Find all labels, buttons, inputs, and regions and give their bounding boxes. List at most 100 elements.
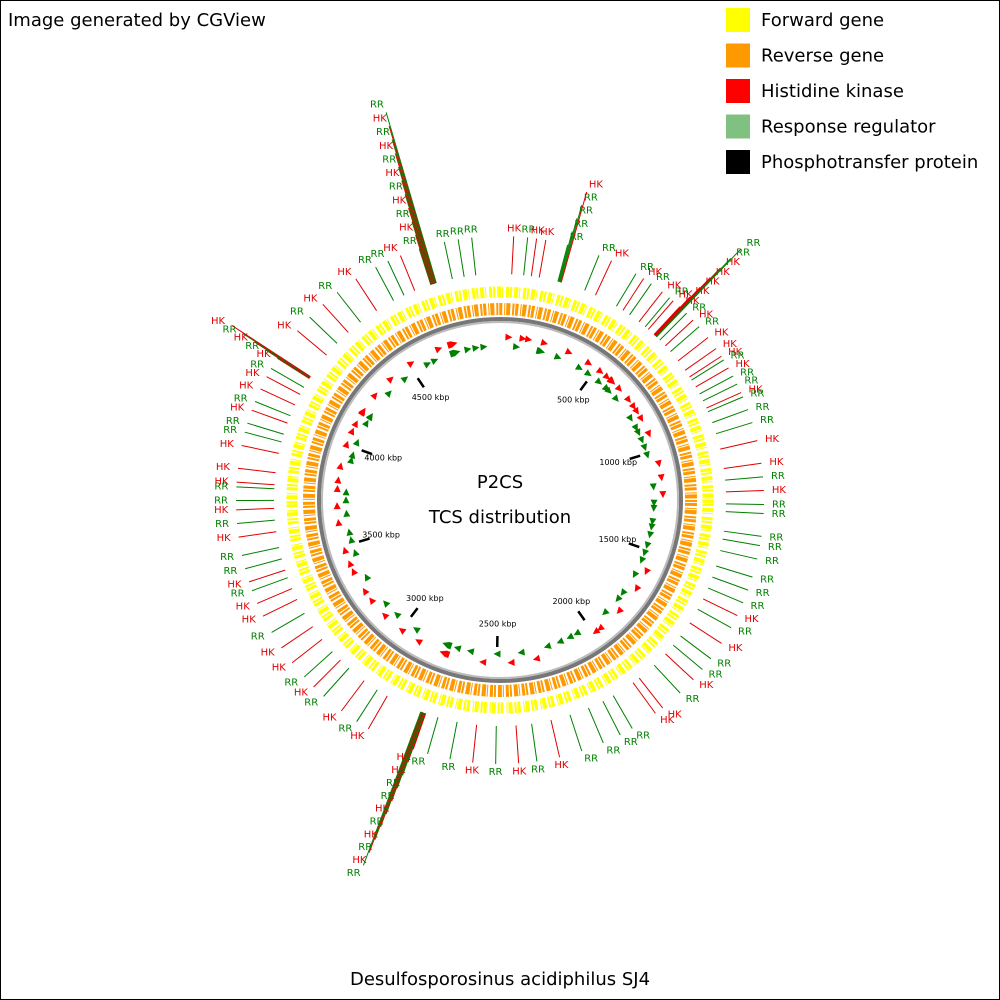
feature-label: RR [744, 376, 758, 387]
feature-marker [415, 639, 424, 646]
feature-label: RR [464, 225, 478, 236]
feature-label: RR [411, 757, 425, 768]
feature-label: HK [373, 113, 388, 124]
feature-line [256, 588, 293, 604]
feature-label: HK [277, 321, 292, 332]
feature-label: HK [242, 615, 257, 626]
feature-line [511, 236, 515, 275]
feature-line [408, 207, 433, 285]
feature-line [231, 324, 311, 378]
feature-line [340, 680, 365, 712]
feature-label: RR [245, 341, 259, 352]
feature-line [387, 260, 405, 296]
feature-line [238, 531, 277, 538]
feature-label: HK [215, 477, 230, 488]
feature-marker [564, 347, 573, 355]
feature-line [653, 664, 681, 694]
feature-line [412, 713, 427, 750]
feature-marker [615, 594, 623, 602]
feature-label: RR [747, 238, 761, 249]
feature-label: HK [736, 359, 751, 370]
feature-label: RR [226, 416, 240, 427]
feature-label: HK [615, 248, 630, 259]
feature-line [241, 445, 279, 454]
feature-marker [642, 450, 650, 459]
generator-note: Image generated by CGView [8, 10, 266, 31]
tick-mark [409, 607, 419, 618]
feature-marker [480, 343, 488, 351]
feature-label: HK [375, 804, 390, 815]
feature-label: HK [695, 286, 710, 297]
feature-label: HK [322, 712, 337, 723]
feature-line [560, 191, 588, 283]
feature-marker [650, 504, 658, 512]
feature-line [712, 409, 749, 424]
tick-mark [577, 610, 586, 621]
feature-label: HK [364, 829, 379, 840]
feature-line [247, 422, 284, 435]
feature-marker [439, 650, 448, 658]
feature-marker [358, 407, 366, 416]
feature-label: RR [234, 393, 248, 404]
feature-label: HK [303, 293, 318, 304]
feature-marker [623, 395, 631, 403]
feature-marker [336, 462, 344, 471]
feature-label: RR [403, 236, 417, 247]
feature-label: HK [234, 333, 249, 344]
feature-label: RR [251, 631, 265, 642]
feature-line [391, 139, 436, 284]
feature-line [707, 396, 744, 413]
feature-line [398, 166, 435, 284]
feature-label: RR [436, 229, 450, 240]
backbone-circle [317, 317, 683, 683]
feature-line [391, 712, 425, 802]
feature-line [680, 635, 712, 660]
tick-label: 2500 kbp [479, 619, 517, 628]
feature-line [323, 667, 350, 697]
tick-mark [628, 542, 640, 549]
feature-line [356, 689, 378, 722]
feature-line [236, 481, 275, 486]
feature-marker [479, 658, 487, 666]
feature-marker [537, 347, 546, 355]
feature-label: RR [772, 509, 786, 520]
feature-label: RR [386, 778, 400, 789]
feature-marker [347, 427, 355, 436]
feature-label: RR [347, 868, 361, 879]
feature-label: HK [220, 439, 235, 450]
feature-line [270, 368, 305, 388]
feature-line [309, 316, 338, 344]
feature-label: RR [358, 842, 372, 853]
feature-marker [398, 627, 407, 635]
feature-marker [353, 549, 360, 557]
feature-label: RR [760, 574, 774, 585]
legend-label: Histidine kinase [761, 81, 904, 102]
feature-label: RR [396, 209, 410, 220]
feature-label: HK [706, 276, 721, 287]
feature-line [725, 511, 764, 515]
feature-label: RR [717, 659, 731, 670]
feature-label: HK [217, 533, 232, 544]
feature-marker [644, 541, 652, 549]
feature-label: RR [574, 219, 588, 230]
feature-line [388, 125, 437, 284]
feature-line [262, 599, 298, 617]
feature-label: RR [214, 481, 228, 492]
legend-swatch [726, 114, 750, 139]
feature-marker [362, 588, 370, 596]
feature-line [659, 312, 687, 341]
feature-label: RR [606, 745, 620, 756]
feature-line [538, 239, 547, 278]
feature-marker [472, 344, 480, 352]
feature-label: RR [223, 566, 237, 577]
feature-line [471, 237, 477, 276]
feature-label: HK [256, 349, 271, 360]
feature-line [407, 713, 426, 763]
feature-label: HK [227, 579, 242, 590]
feature-marker [352, 438, 360, 447]
feature-line [587, 707, 604, 744]
feature-label: HK [214, 505, 229, 516]
feature-marker [524, 335, 533, 343]
feature-line [723, 530, 762, 537]
